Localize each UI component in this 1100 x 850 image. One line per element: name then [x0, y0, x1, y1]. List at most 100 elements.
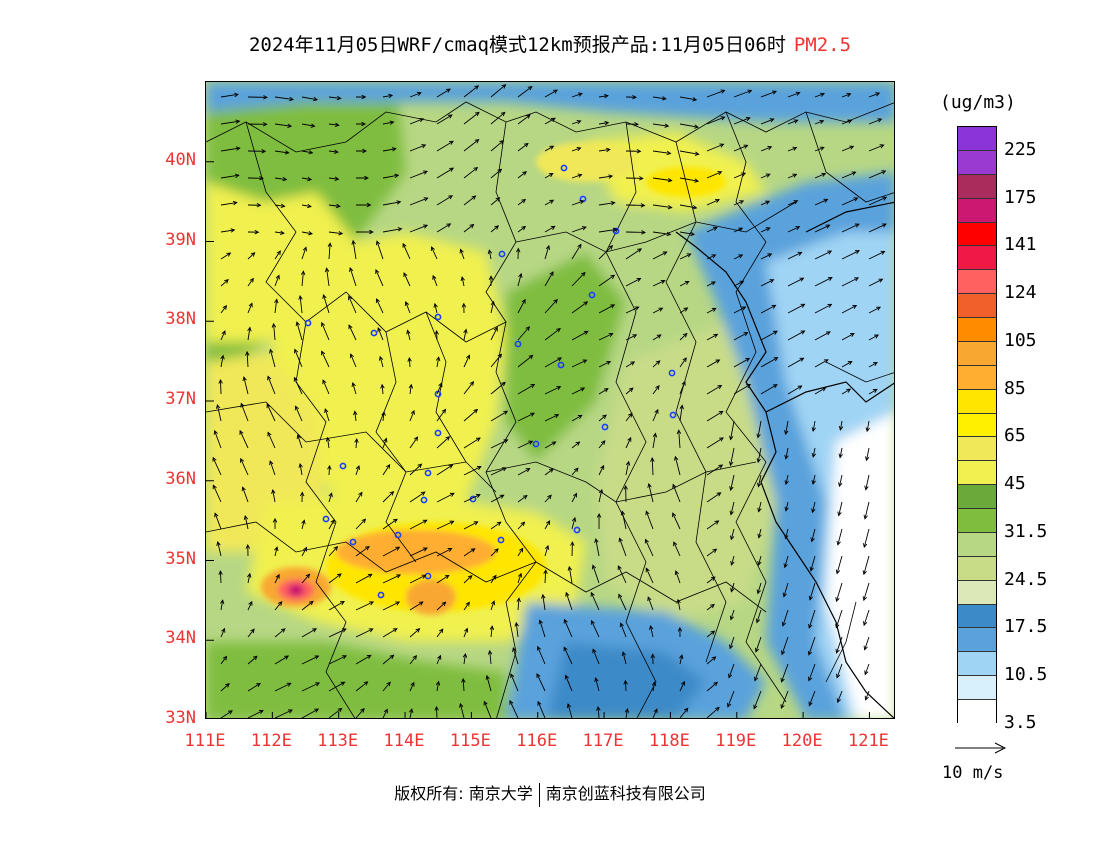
wind-arrowhead: [645, 567, 650, 573]
wind-arrowhead: [717, 171, 723, 176]
wind-vector: [544, 386, 561, 395]
wind-vector: [571, 517, 576, 530]
wind-arrowhead: [368, 628, 374, 633]
wind-vector: [355, 465, 360, 476]
wind-arrowhead: [767, 145, 773, 151]
wind-arrowhead: [716, 492, 722, 497]
wind-arrowhead: [348, 324, 353, 330]
wind-arrowhead: [644, 538, 649, 544]
wind-arrowhead: [610, 200, 616, 206]
wind-arrowhead: [881, 170, 887, 175]
wind-vector: [868, 334, 879, 341]
wind-vector: [328, 150, 339, 153]
wind-arrowhead: [674, 455, 679, 461]
wind-arrowhead: [333, 546, 339, 551]
wind-vector: [247, 683, 261, 692]
wind-vector: [733, 306, 746, 314]
wind-vector: [512, 647, 519, 665]
wind-arrowhead: [365, 545, 370, 551]
wind-arrowhead: [408, 708, 414, 714]
wind-arrowhead: [340, 681, 346, 686]
wind-arrowhead: [448, 195, 454, 200]
wind-arrowhead: [710, 630, 716, 635]
wind-vector: [787, 92, 800, 98]
wind-vector: [758, 555, 762, 566]
legend-swatch: [958, 150, 996, 175]
wind-arrowhead: [690, 231, 696, 237]
wind-vector: [592, 565, 600, 584]
wind-vector: [598, 304, 615, 314]
wind-vector: [598, 465, 605, 476]
wind-arrowhead: [241, 486, 246, 492]
wind-vector: [247, 278, 254, 287]
wind-arrowhead: [881, 223, 887, 228]
wind-arrowhead: [711, 254, 717, 259]
wind-vector: [219, 571, 222, 584]
wind-arrowhead: [795, 91, 801, 96]
wind-vector: [517, 412, 535, 422]
wind-vector: [459, 703, 465, 718]
wind-arrowhead: [765, 173, 771, 178]
wind-arrowhead: [575, 441, 581, 446]
wind-vector: [598, 440, 606, 449]
wind-arrowhead: [510, 673, 515, 679]
wind-arrowhead: [314, 655, 320, 660]
wind-vector: [436, 548, 452, 557]
wind-arrowhead: [279, 230, 285, 235]
wind-vector: [760, 90, 777, 98]
wind-arrowhead: [437, 654, 442, 660]
wind-arrowhead: [466, 354, 471, 360]
wind-vector: [407, 330, 411, 341]
wind-arrowhead: [835, 648, 840, 654]
wind-vector: [214, 513, 222, 530]
legend-swatch: [958, 556, 996, 581]
wind-arrowhead: [546, 520, 551, 525]
wind-arrowhead: [846, 388, 852, 393]
wind-arrowhead: [543, 569, 548, 575]
wind-arrowhead: [493, 326, 498, 332]
wind-arrowhead: [315, 682, 321, 687]
wind-arrowhead: [553, 89, 558, 94]
wind-arrowhead: [811, 452, 817, 458]
wind-arrowhead: [577, 92, 583, 97]
wind-arrowhead: [212, 484, 217, 490]
wind-arrowhead: [467, 574, 473, 580]
wind-vector: [598, 122, 609, 125]
wind-vector: [544, 468, 554, 476]
wind-arrowhead: [361, 121, 367, 127]
wind-arrowhead: [755, 618, 761, 624]
wind-vector: [758, 528, 762, 538]
wind-vector: [868, 118, 882, 125]
wind-vector: [409, 463, 422, 476]
wind-arrowhead: [224, 279, 229, 284]
wind-arrowhead: [711, 656, 717, 661]
wind-vector: [706, 411, 723, 422]
wind-vector: [461, 277, 465, 287]
wind-arrowhead: [488, 275, 494, 281]
wind-arrowhead: [782, 592, 787, 598]
wind-vector: [733, 172, 746, 179]
wind-vector: [808, 609, 816, 629]
wind-arrowhead: [418, 601, 424, 606]
wind-vector: [571, 120, 581, 125]
wind-vector: [348, 296, 357, 314]
city-marker: [668, 369, 676, 377]
wind-arrowhead: [836, 698, 841, 704]
city-marker: [339, 462, 347, 470]
wind-arrowhead: [679, 404, 684, 410]
wind-vector: [571, 467, 579, 476]
wind-arrowhead: [473, 166, 479, 172]
wind-arrowhead: [795, 226, 801, 231]
wind-vector: [544, 414, 559, 422]
wind-vector: [841, 250, 860, 260]
wind-arrowhead: [252, 655, 258, 661]
wind-arrowhead: [714, 520, 720, 525]
wind-arrowhead: [580, 387, 586, 392]
wind-vector: [808, 690, 816, 706]
wind-vector: [436, 601, 446, 611]
wind-arrowhead: [355, 464, 361, 470]
wind-arrowhead: [256, 202, 262, 208]
wind-arrowhead: [792, 173, 798, 178]
wind-vector: [679, 204, 697, 209]
wind-arrowhead: [594, 677, 599, 683]
